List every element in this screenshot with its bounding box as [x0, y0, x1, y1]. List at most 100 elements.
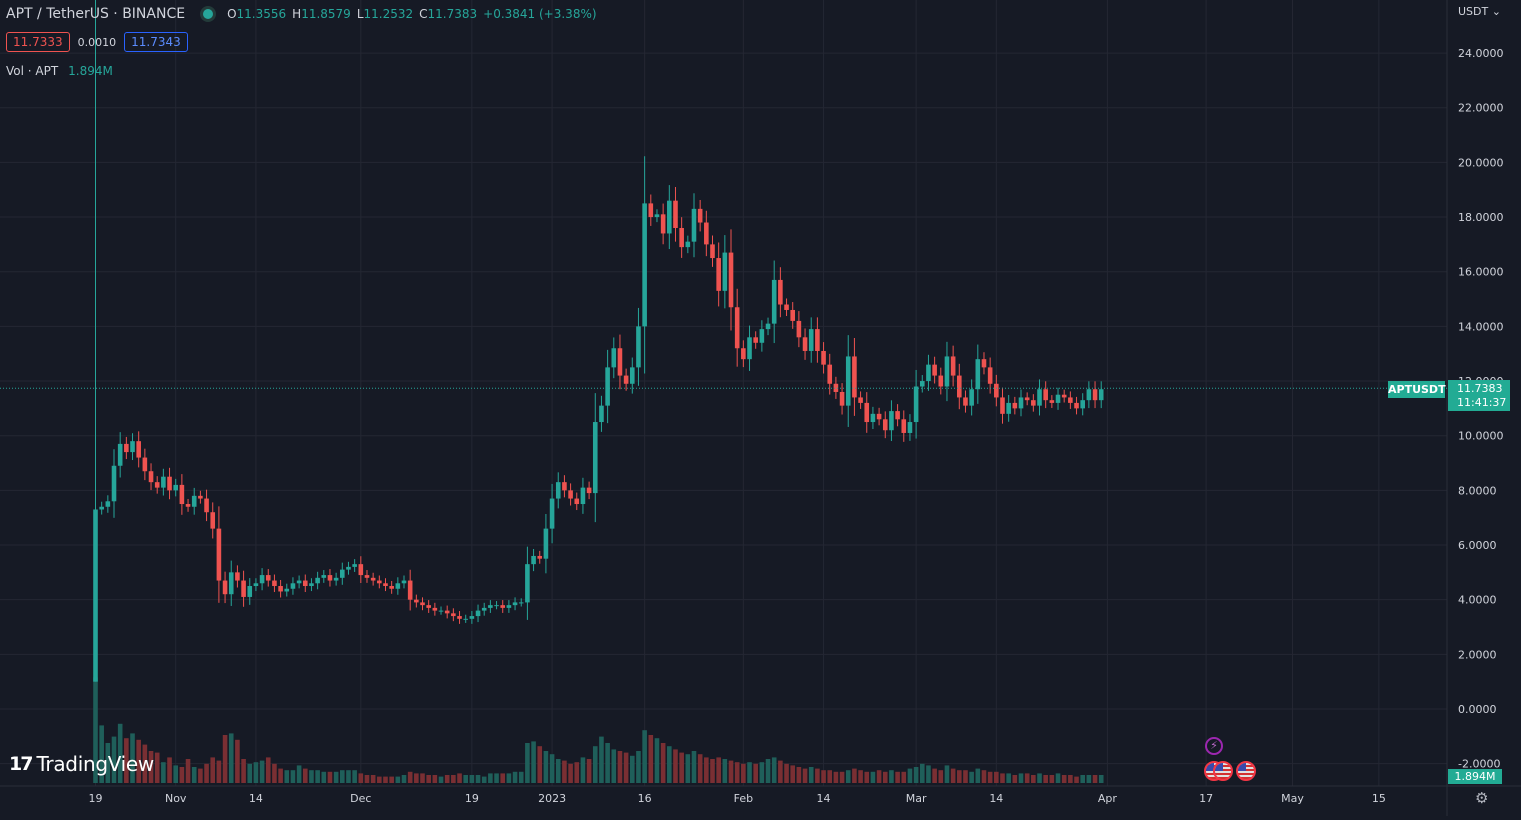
candle [302, 580, 308, 587]
close-key: C [419, 7, 428, 21]
volume-bar [469, 775, 475, 783]
volume-bar [722, 759, 728, 783]
gear-icon[interactable]: ⚙ [1475, 789, 1489, 807]
volume-bar [734, 762, 740, 783]
volume-bar [815, 768, 820, 783]
candle [420, 602, 425, 606]
volume-bar [241, 759, 246, 783]
candle [870, 413, 876, 423]
flash-icon[interactable]: ⚡ [1205, 737, 1223, 755]
volume-bar [481, 776, 487, 783]
candle [605, 367, 610, 406]
tradingview-logo-word: TradingView [36, 752, 154, 776]
candle [321, 575, 327, 578]
candle [481, 607, 487, 611]
volume-bar [167, 757, 172, 783]
sell-button[interactable]: 11.7333 [6, 32, 70, 52]
candle [580, 487, 586, 505]
volume-bar [697, 754, 703, 783]
candle [821, 350, 826, 365]
open-key: O [227, 7, 237, 21]
candle [296, 580, 302, 584]
candle [247, 586, 253, 597]
candle [1037, 389, 1042, 406]
candle [919, 381, 925, 387]
volume-bar [969, 771, 974, 783]
volume-bar [265, 757, 271, 783]
volume-legend[interactable]: Vol · APT 1.894M [6, 64, 113, 78]
volume-bar [629, 755, 635, 783]
candle [93, 509, 98, 682]
volume-bar [154, 752, 160, 783]
x-tick-label: Nov [165, 792, 187, 805]
volume-bar [549, 754, 555, 783]
volume-bar [926, 765, 931, 783]
volume-bar [1086, 775, 1092, 783]
buy-button[interactable]: 11.7343 [124, 32, 188, 52]
candle [1000, 397, 1005, 414]
volume-bar [93, 677, 98, 783]
candle [1098, 389, 1104, 401]
volume-bar [105, 743, 111, 783]
volume-bar [253, 762, 259, 783]
candle [1024, 397, 1030, 401]
symbol-title[interactable]: APT / TetherUS · BINANCE [6, 6, 186, 22]
candle [568, 490, 573, 499]
spread-value: 0.0010 [77, 35, 117, 49]
candle [629, 367, 635, 384]
tradingview-logo[interactable]: 17 TradingView [9, 752, 154, 776]
candle [185, 504, 191, 507]
candle [111, 465, 117, 502]
candle [272, 580, 277, 587]
candle [994, 383, 999, 398]
volume-bar [691, 751, 697, 783]
candle [858, 397, 863, 403]
candle [944, 356, 950, 387]
y-tick-label: -2.0000 [1458, 758, 1500, 771]
volume-bar [667, 746, 672, 783]
candle [500, 605, 506, 608]
volume-value: 1.894M [68, 64, 113, 78]
candle [494, 605, 499, 607]
volume-bar [179, 767, 185, 783]
volume-bar [370, 775, 376, 783]
candle [790, 309, 796, 321]
candle [642, 203, 647, 327]
volume-bar [457, 773, 462, 783]
low-key: L [356, 7, 364, 21]
candle [407, 580, 413, 600]
candle [667, 200, 672, 234]
volume-bar [845, 770, 851, 783]
candle [1006, 402, 1011, 414]
candle [191, 495, 197, 507]
volume-bar [654, 738, 660, 783]
x-tick-label: Mar [906, 792, 927, 805]
volume-bar [420, 773, 425, 783]
volume-bar [771, 757, 777, 783]
volume-bar [919, 763, 925, 783]
volume-bar [161, 762, 166, 783]
us-flag-icon[interactable] [1213, 761, 1233, 781]
volume-bar [346, 770, 351, 783]
candle [697, 208, 703, 223]
symbol-price-label: APTUSDT [1388, 381, 1446, 398]
close-value: 11.7383 [427, 7, 478, 21]
volume-bar [907, 768, 913, 783]
currency-selector[interactable]: USDT ⌄ [1458, 5, 1501, 18]
volume-bar [216, 760, 222, 783]
candle [469, 616, 475, 619]
candle [438, 610, 444, 612]
candle [1043, 389, 1048, 401]
volume-bar [765, 759, 771, 783]
volume-bar [981, 770, 987, 783]
candle [895, 411, 900, 420]
volume-bar [852, 768, 857, 783]
candle [913, 386, 919, 423]
candle [907, 422, 913, 433]
market-status-icon[interactable] [203, 9, 214, 19]
candle [99, 506, 104, 510]
candle [636, 326, 641, 368]
us-flag-icon[interactable] [1236, 761, 1256, 781]
